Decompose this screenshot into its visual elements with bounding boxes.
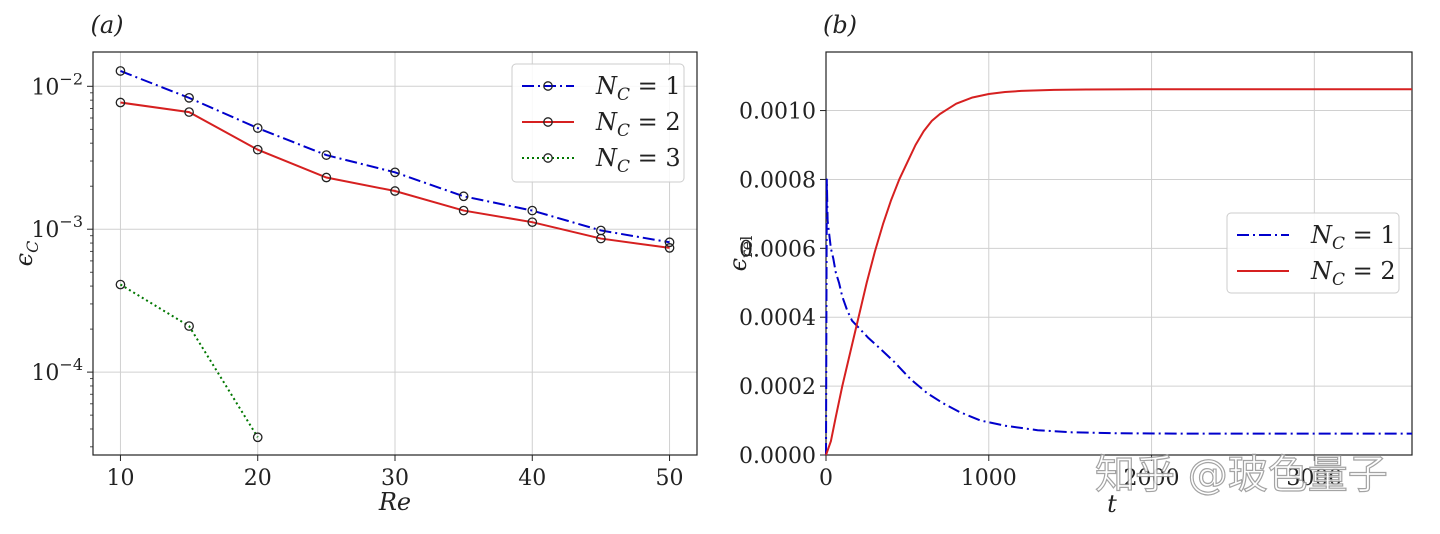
legend-marker-a-1 bbox=[543, 81, 553, 91]
y-axis-label-a: ϵC bbox=[10, 241, 42, 267]
data-point-a-2 bbox=[527, 217, 538, 228]
data-point-a-2 bbox=[458, 205, 469, 216]
data-point-a-1 bbox=[115, 66, 126, 76]
legend-marker-a-2 bbox=[543, 117, 553, 127]
data-point-a-2 bbox=[252, 144, 263, 155]
y-tick-label-b: 0.0006 bbox=[739, 237, 816, 262]
legend-box-a bbox=[511, 63, 685, 183]
x-tick-label-b: 2000 bbox=[1124, 466, 1180, 491]
x-tick-label-a: 30 bbox=[381, 466, 409, 491]
data-point-a-3 bbox=[115, 279, 126, 290]
series-line-a-2 bbox=[120, 101, 670, 249]
y-tick-label-b: 0.0008 bbox=[739, 168, 816, 193]
x-axis-label-a: Re bbox=[378, 488, 411, 516]
data-point-a-1 bbox=[321, 150, 332, 160]
panel-a: 10 20 30 40 50 10−2 10−3 10−4 NC = 1NC = 2NC = 3… bbox=[10, 11, 698, 516]
y-tick-label-b: 0.0002 bbox=[739, 375, 816, 400]
y-tick-label-b: 0.0010 bbox=[739, 100, 816, 125]
data-point-a-2 bbox=[321, 172, 332, 183]
panel-label-b: (b) bbox=[823, 11, 857, 39]
data-point-a-1 bbox=[527, 205, 538, 216]
y-tick-label-a: 10−3 bbox=[31, 212, 83, 243]
legend-label-a-2: NC = 2 bbox=[595, 108, 681, 141]
data-point-a-2 bbox=[390, 186, 400, 196]
y-tick-label-a: 10−4 bbox=[31, 355, 83, 386]
data-point-a-3 bbox=[252, 432, 263, 443]
x-tick-label-b: 0 bbox=[819, 466, 833, 491]
legend-marker-a-3 bbox=[543, 153, 553, 163]
y-tick-label-b: 0.0004 bbox=[739, 306, 816, 331]
data-point-a-1 bbox=[458, 191, 469, 202]
data-point-a-1 bbox=[184, 93, 194, 103]
x-tick-label-b: 1000 bbox=[961, 466, 1017, 491]
x-tick-label-a: 10 bbox=[106, 466, 134, 491]
data-point-a-1 bbox=[390, 167, 400, 178]
x-tick-label-a: 40 bbox=[518, 466, 546, 491]
data-point-a-2 bbox=[115, 97, 126, 108]
x-axis-label-b: t bbox=[1107, 490, 1117, 518]
plot-frame-a bbox=[92, 51, 698, 456]
watermark: 知乎 @玻色量子 bbox=[1095, 452, 1388, 498]
legend-label-b-2: NC = 2 bbox=[1310, 257, 1396, 290]
y-tick-label-a: 10−2 bbox=[31, 69, 83, 100]
data-point-a-1 bbox=[252, 123, 263, 133]
series-line-a-3 bbox=[119, 283, 259, 438]
y-axis-label-b: ϵrel bbox=[724, 236, 756, 272]
panel-b: 0 1000 2000 3000 0.0000 0.0002 0.0004 0.0006 0.0… bbox=[724, 11, 1413, 518]
legend-label-a-1: NC = 1 bbox=[595, 72, 681, 105]
data-point-a-3 bbox=[184, 321, 194, 331]
legend-label-a-3: NC = 3 bbox=[595, 144, 681, 177]
series-line-a-1 bbox=[120, 70, 670, 244]
x-tick-label-a: 50 bbox=[656, 466, 684, 491]
legend-label-b-1: NC = 1 bbox=[1310, 221, 1396, 254]
y-tick-label-b: 0.0000 bbox=[739, 444, 816, 469]
series-line-b-2 bbox=[825, 88, 1412, 456]
panel-label-a: (a) bbox=[90, 11, 123, 39]
data-point-a-2 bbox=[184, 107, 194, 117]
data-point-a-1 bbox=[664, 237, 675, 248]
data-point-a-2 bbox=[596, 233, 606, 244]
data-point-a-2 bbox=[664, 243, 675, 253]
series-line-b-1 bbox=[825, 178, 1412, 456]
legend-box-b bbox=[1226, 212, 1400, 294]
x-tick-label-b: 3000 bbox=[1286, 466, 1342, 491]
x-tick-label-a: 20 bbox=[244, 466, 272, 491]
